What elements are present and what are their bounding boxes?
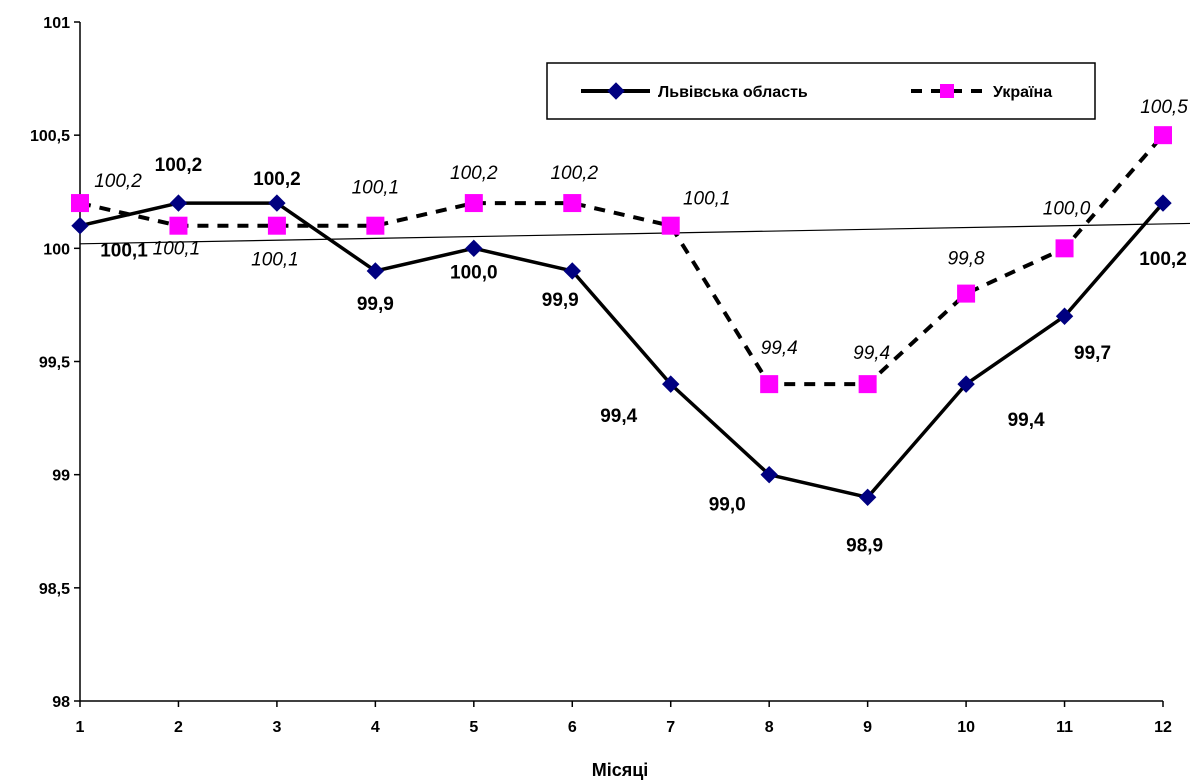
x-tick-label: 1: [76, 719, 85, 736]
marker-lviv: [1154, 194, 1172, 212]
data-label-ukraine: 99,4: [761, 338, 798, 359]
legend-label-ukraine: Україна: [993, 84, 1052, 101]
y-tick-label: 99,5: [39, 355, 70, 372]
x-tick-label: 5: [469, 719, 478, 736]
data-labels: 100,1 100,2 100,2 99,9 100,0 99,9 99,4 99,0 98,9…: [94, 97, 1188, 556]
marker-lviv: [662, 375, 680, 393]
marker-ukraine: [267, 216, 286, 235]
data-label-lviv: 100,2: [253, 169, 301, 190]
data-label-ukraine: 100,2: [550, 163, 598, 184]
y-tick-label: 101: [43, 15, 70, 32]
data-label-lviv: 100,2: [155, 155, 203, 176]
data-label-ukraine: 100,2: [94, 171, 142, 192]
y-tick-label: 98: [52, 694, 70, 711]
x-tick-label: 4: [371, 719, 380, 736]
marker-ukraine: [1055, 239, 1074, 258]
series-line-ukraine: [79, 133, 1165, 387]
data-label-lviv: 99,9: [542, 290, 579, 311]
y-tick-label: 99: [52, 468, 70, 485]
data-label-ukraine: 100,1: [251, 250, 299, 271]
x-tick-label: 3: [272, 719, 281, 736]
data-label-lviv: 100,1: [100, 241, 148, 262]
markers: [71, 126, 1172, 507]
y-tick-label: 100: [43, 241, 70, 258]
marker-ukraine: [1154, 126, 1172, 145]
marker-lviv: [465, 239, 483, 258]
marker-lviv: [268, 194, 286, 212]
legend: Львівська область Україна: [546, 62, 1096, 120]
x-tick-label: 12: [1154, 719, 1172, 736]
marker-ukraine: [661, 216, 680, 235]
data-label-lviv: 99,4: [1008, 410, 1045, 431]
marker-ukraine: [366, 216, 385, 235]
x-tick-label: 2: [174, 719, 183, 736]
marker-ukraine: [464, 194, 483, 213]
marker-ukraine: [760, 375, 779, 394]
marker-lviv: [957, 375, 975, 393]
marker-lviv: [366, 262, 385, 280]
data-label-ukraine: 100,1: [352, 178, 400, 199]
x-tick-label: 10: [957, 719, 975, 736]
legend-label-lviv: Львівська область: [658, 84, 808, 101]
legend-marker-ukraine: [940, 84, 954, 98]
data-label-lviv: 100,2: [1139, 249, 1187, 270]
data-label-ukraine: 100,1: [683, 189, 731, 210]
marker-ukraine: [563, 194, 582, 213]
series-lines: [79, 133, 1165, 500]
x-axis-title: Місяці: [592, 760, 649, 780]
y-tick-label: 98,5: [39, 581, 70, 598]
marker-lviv: [71, 216, 89, 235]
y-tick-label: 100,5: [30, 128, 70, 145]
x-tick-label: 11: [1056, 719, 1073, 736]
data-label-lviv: 99,0: [709, 495, 746, 516]
x-tick-label: 8: [765, 719, 774, 736]
marker-lviv: [1055, 307, 1074, 325]
data-label-lviv: 99,7: [1074, 343, 1111, 364]
trendline: [79, 222, 1191, 245]
data-label-lviv: 100,0: [450, 262, 498, 283]
series-line-lviv: [79, 201, 1165, 500]
data-label-lviv: 99,9: [357, 294, 394, 315]
marker-lviv: [563, 262, 581, 280]
marker-ukraine: [957, 284, 976, 303]
marker-lviv: [169, 194, 188, 212]
data-label-ukraine: 100,0: [1043, 198, 1091, 219]
data-label-ukraine: 99,4: [853, 343, 890, 364]
data-label-ukraine: 100,1: [153, 239, 201, 260]
marker-ukraine: [71, 194, 89, 213]
marker-lviv: [760, 465, 778, 484]
marker-ukraine: [858, 375, 877, 394]
legend-marker-lviv: [607, 82, 625, 100]
data-label-ukraine: 100,5: [1140, 97, 1188, 118]
marker-ukraine: [169, 216, 188, 235]
x-tick-label: 7: [666, 719, 675, 736]
data-label-lviv: 98,9: [846, 535, 883, 556]
x-tick-label: 6: [568, 719, 577, 736]
x-tick-label: 9: [863, 719, 872, 736]
data-label-lviv: 99,4: [600, 406, 637, 427]
trendline-layer: [79, 222, 1191, 245]
data-label-ukraine: 99,8: [948, 249, 985, 270]
marker-lviv: [858, 488, 877, 507]
data-label-ukraine: 100,2: [450, 163, 498, 184]
